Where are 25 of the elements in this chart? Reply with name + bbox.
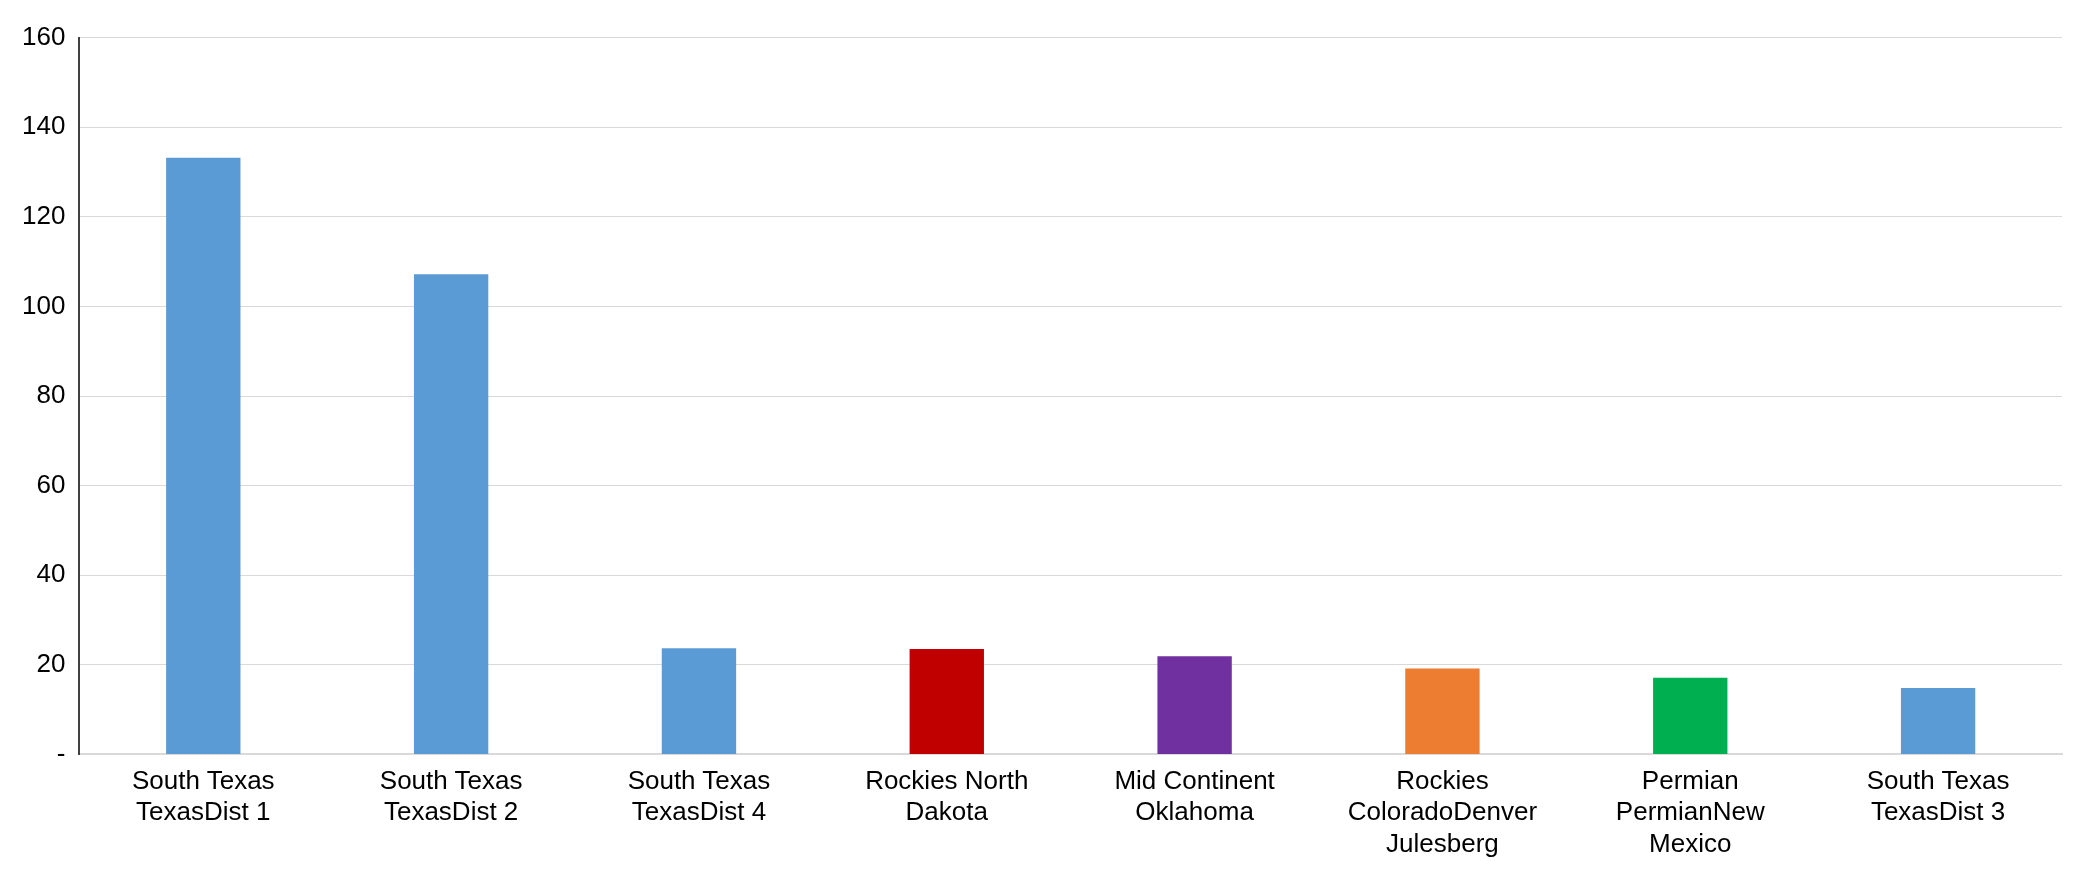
x-tick-label: South Texas TexasDist 2 (379, 765, 523, 827)
y-tick-label: 140 (21, 110, 66, 141)
y-tick-label: 100 (21, 289, 66, 320)
bar (1157, 656, 1232, 754)
y-tick-label: 60 (36, 468, 66, 499)
y-tick-label: 80 (36, 379, 66, 410)
bar (1900, 688, 1976, 754)
x-tick-label: Permian PermianNew Mexico (1615, 765, 1765, 858)
bar (1405, 668, 1480, 754)
y-tick-label: 160 (21, 20, 66, 51)
y-tick-label: - (56, 737, 66, 768)
x-tick-label: Rockies ColoradoDenver Julesberg (1347, 765, 1538, 858)
bar (909, 649, 984, 754)
bar (413, 274, 489, 754)
x-tick-label: Mid Continent Oklahoma (1114, 765, 1276, 827)
x-tick-label: Rockies North Dakota (865, 765, 1029, 827)
bar (166, 157, 241, 754)
bar (661, 648, 737, 754)
x-tick-label: South Texas TexasDist 3 (1866, 765, 2010, 827)
bar (1653, 677, 1728, 754)
x-tick-label: South Texas TexasDist 1 (131, 765, 275, 827)
y-tick-label: 40 (36, 558, 66, 589)
x-tick-label: South Texas TexasDist 4 (627, 765, 771, 827)
y-tick-label: 20 (36, 647, 66, 678)
y-tick-label: 120 (21, 199, 66, 230)
